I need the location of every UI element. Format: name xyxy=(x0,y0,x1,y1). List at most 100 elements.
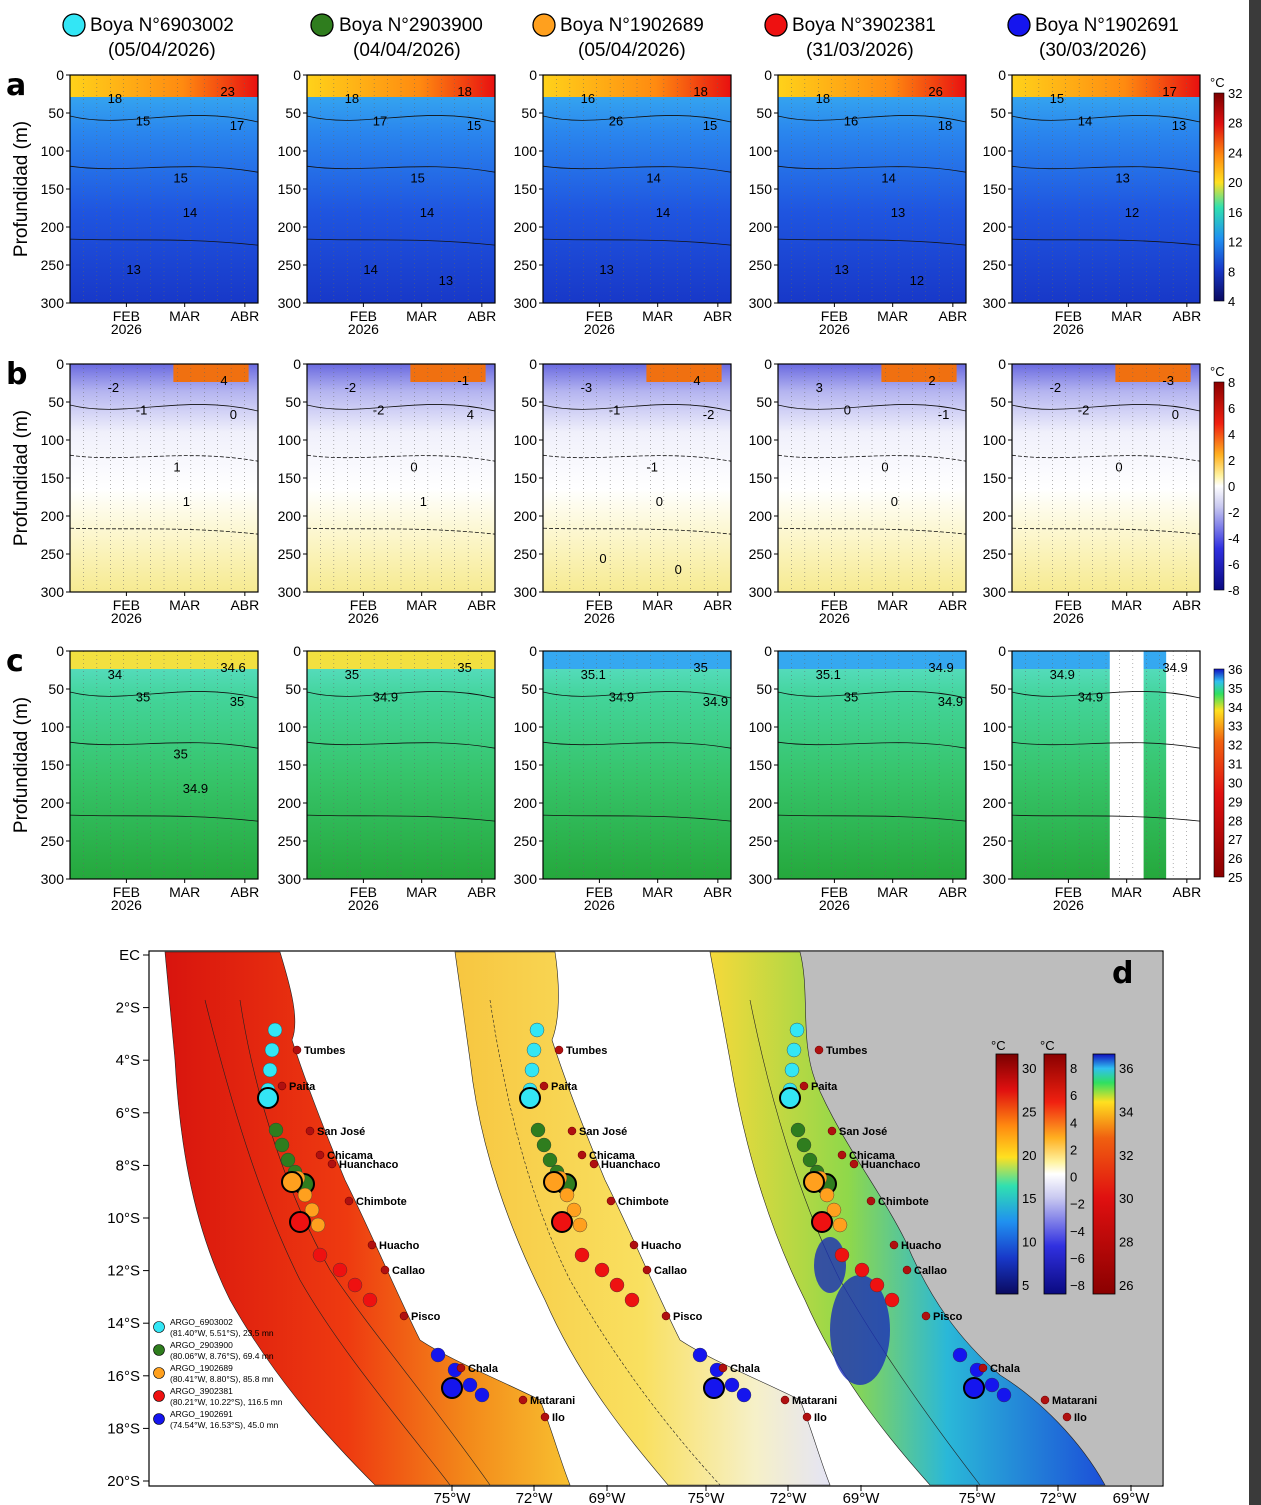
city-label: Chicama xyxy=(327,1150,374,1162)
track-point xyxy=(609,1277,625,1293)
colorbar-unit-a: °C xyxy=(1210,75,1225,90)
city-label: Ilo xyxy=(1074,1412,1087,1424)
month-tick-label: FEB xyxy=(586,597,613,613)
city-marker xyxy=(539,1081,549,1091)
section-panel-c-4: 35.1 34.9 35 34.9 0 50 100 150 200 250 300 FEB MAR AB… xyxy=(749,643,968,913)
contour-label: 13 xyxy=(834,262,848,277)
map-legend-item: ARGO_2903900 (80.06°W, 8.76°S), 69.4 mn xyxy=(153,1340,274,1361)
lat-tick-label: 8°S xyxy=(116,1157,140,1174)
depth-tick-label: 300 xyxy=(749,871,773,887)
contour-label: 34.9 xyxy=(703,694,728,709)
map-colorbar-tick-label: 2 xyxy=(1070,1142,1077,1157)
contour-line xyxy=(542,404,732,412)
depth-tick-label: 150 xyxy=(749,181,773,197)
colorbar-tick-label: -2 xyxy=(1228,505,1240,520)
lat-tick-label: 18°S xyxy=(107,1420,140,1437)
track-point xyxy=(268,1122,284,1138)
section-warm-anomaly xyxy=(173,364,249,382)
city-marker xyxy=(567,1126,577,1136)
track-point xyxy=(264,1042,280,1058)
city-marker xyxy=(554,1045,564,1055)
city-marker xyxy=(344,1196,354,1206)
depth-tick-label: 200 xyxy=(41,219,65,235)
colorbar-tick-label: 27 xyxy=(1228,832,1242,847)
city-marker xyxy=(780,1395,790,1405)
city-label: Tumbes xyxy=(566,1045,607,1057)
section-field xyxy=(70,651,258,879)
contour-label: 34.9 xyxy=(938,694,963,709)
contour-label: 13 xyxy=(1115,171,1129,186)
legend-info-2: (80.06°W, 8.76°S), 69.4 mn xyxy=(170,1351,274,1361)
panel-label-b: b xyxy=(6,357,27,392)
track-point xyxy=(526,1042,542,1058)
city-label: Huacho xyxy=(641,1240,682,1252)
buoy-latest-position xyxy=(811,1211,833,1233)
contour-label: 34 xyxy=(108,667,122,682)
month-tick-label: ABR xyxy=(938,308,967,324)
contour-line xyxy=(69,527,259,535)
y-axis-label: Profundidad (m) xyxy=(11,697,32,833)
section-warm-surface xyxy=(70,75,258,97)
depth-tick-label: 100 xyxy=(983,432,1007,448)
contour-label: -1 xyxy=(609,403,621,418)
section-warm-anomaly xyxy=(881,364,957,382)
month-tick-label: MAR xyxy=(169,884,200,900)
depth-tick-label: 0 xyxy=(764,643,772,659)
map-low-salinity-eddy xyxy=(830,1275,890,1385)
contour-line xyxy=(542,741,732,749)
colorbar-tick-label: 12 xyxy=(1228,235,1242,250)
city-label: Paita xyxy=(811,1081,838,1093)
year-label: 2026 xyxy=(1053,610,1084,626)
track-point xyxy=(362,1292,378,1308)
contour-label: -2 xyxy=(345,380,357,395)
contour-label: 34.9 xyxy=(373,690,398,705)
lon-tick-label: 72°W xyxy=(770,1490,808,1505)
buoy-header-5: Boya N°1902691 (30/03/2026) xyxy=(1007,13,1179,61)
map-colorbar-tick-label: −4 xyxy=(1070,1224,1085,1239)
year-label: 2026 xyxy=(348,897,379,913)
contour-label: -3 xyxy=(1162,373,1174,388)
contour-label: 23 xyxy=(220,84,234,99)
section-field xyxy=(778,75,966,303)
depth-tick-label: 50 xyxy=(285,394,301,410)
depth-tick-label: 150 xyxy=(278,470,302,486)
month-tick-label: MAR xyxy=(877,597,908,613)
buoy-2-name: Boya N°2903900 xyxy=(339,15,483,36)
year-label: 2026 xyxy=(111,321,142,337)
contour-label: 13 xyxy=(891,205,905,220)
depth-tick-label: 250 xyxy=(749,257,773,273)
track-point xyxy=(262,1062,278,1078)
depth-tick-label: 150 xyxy=(749,470,773,486)
month-tick-label: MAR xyxy=(406,597,437,613)
track-point xyxy=(834,1247,850,1263)
contour-line xyxy=(777,454,967,462)
track-point xyxy=(304,1202,320,1218)
depth-tick-label: 300 xyxy=(983,295,1007,311)
contour-label: 26 xyxy=(609,114,623,129)
depth-tick-label: 100 xyxy=(983,719,1007,735)
depth-tick-label: 200 xyxy=(278,795,302,811)
map-colorbar-tick-label: −2 xyxy=(1070,1197,1085,1212)
track-point xyxy=(952,1347,968,1363)
city-label: Huanchaco xyxy=(339,1159,399,1171)
depth-tick-label: 300 xyxy=(278,584,302,600)
month-tick-label: FEB xyxy=(1055,597,1082,613)
month-tick-label: ABR xyxy=(1172,308,1201,324)
colorbar-tick-label: 20 xyxy=(1228,175,1242,190)
section-warm-surface xyxy=(1012,75,1200,97)
map-axes: EC 2°S 4°S 6°S 8°S 10°S 12°S 14°S 16°S 18°S 20°S 75… xyxy=(107,947,1150,1505)
city-label: Chala xyxy=(468,1363,499,1375)
section-panel-a-5: 15 17 14 13 13 12 0 50 100 150 200 250 300 FEB MAR ABR 2… xyxy=(983,67,1202,337)
month-tick-label: MAR xyxy=(1111,597,1142,613)
colorbar-tick-label: 32 xyxy=(1228,738,1242,753)
depth-tick-label: 0 xyxy=(764,67,772,83)
lat-tick-label: 20°S xyxy=(107,1473,140,1490)
contour-label: 35 xyxy=(230,694,244,709)
contour-line xyxy=(306,741,496,749)
colorbar-tick-label: 28 xyxy=(1228,813,1242,828)
city-label: Chimbote xyxy=(618,1196,669,1208)
city-label: Huanchaco xyxy=(861,1159,921,1171)
city-marker xyxy=(718,1363,728,1373)
city-marker xyxy=(518,1395,528,1405)
panel-label-d: d xyxy=(1112,956,1133,991)
